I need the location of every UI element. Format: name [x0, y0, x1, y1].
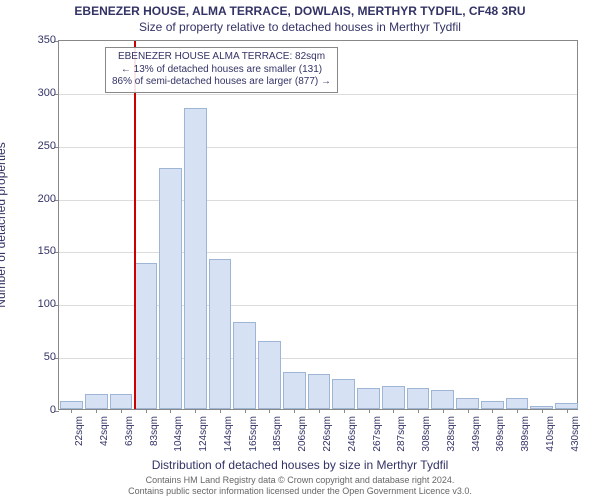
histogram-bar: [283, 372, 306, 409]
xtick-label: 124sqm: [198, 416, 209, 452]
histogram-bar: [134, 263, 157, 409]
histogram-bar: [506, 398, 529, 409]
title-line2: Size of property relative to detached ho…: [0, 18, 600, 34]
histogram-bar: [184, 108, 207, 409]
histogram-bar: [159, 168, 182, 409]
xtick-label: 63sqm: [124, 416, 135, 446]
xtick-label: 144sqm: [223, 416, 234, 452]
xtick-mark: [542, 409, 543, 413]
xtick-mark: [443, 409, 444, 413]
xtick-mark: [418, 409, 419, 413]
xtick-mark: [393, 409, 394, 413]
xtick-label: 349sqm: [471, 416, 482, 452]
xtick-label: 410sqm: [545, 416, 556, 452]
y-axis-label: Number of detached properties: [0, 142, 8, 307]
xtick-mark: [294, 409, 295, 413]
histogram-bar: [431, 390, 454, 409]
histogram-bar: [382, 386, 405, 409]
xtick-label: 226sqm: [322, 416, 333, 452]
ytick-label: 150: [16, 245, 56, 257]
xtick-mark: [170, 409, 171, 413]
xtick-label: 246sqm: [347, 416, 358, 452]
histogram-bar: [407, 388, 430, 409]
xtick-mark: [71, 409, 72, 413]
ytick-label: 300: [16, 87, 56, 99]
ytick-label: 350: [16, 34, 56, 46]
annotation-line3: 86% of semi-detached houses are larger (…: [112, 76, 331, 89]
xtick-mark: [121, 409, 122, 413]
annotation-line2: ← 13% of detached houses are smaller (13…: [112, 64, 331, 77]
xtick-mark: [567, 409, 568, 413]
histogram-bar: [308, 374, 331, 409]
annotation-line1: EBENEZER HOUSE ALMA TERRACE: 82sqm: [112, 51, 331, 64]
x-axis-label: Distribution of detached houses by size …: [0, 458, 600, 472]
histogram-bar: [233, 322, 256, 409]
footer-line2: Contains public sector information licen…: [0, 486, 600, 497]
xtick-mark: [344, 409, 345, 413]
xtick-label: 430sqm: [570, 416, 581, 452]
histogram-bar: [456, 398, 479, 409]
histogram-bar: [209, 259, 232, 409]
xtick-label: 369sqm: [495, 416, 506, 452]
footer-line1: Contains HM Land Registry data © Crown c…: [0, 475, 600, 486]
chart-plot-area: EBENEZER HOUSE ALMA TERRACE: 82sqm ← 13%…: [58, 40, 578, 410]
histogram-bar: [357, 388, 380, 409]
xtick-label: 22sqm: [74, 416, 85, 446]
xtick-mark: [245, 409, 246, 413]
footer-attribution: Contains HM Land Registry data © Crown c…: [0, 475, 600, 497]
gridline: [59, 147, 577, 148]
histogram-bar: [110, 394, 133, 409]
ytick-label: 50: [16, 351, 56, 363]
annotation-box: EBENEZER HOUSE ALMA TERRACE: 82sqm ← 13%…: [105, 47, 338, 93]
xtick-label: 287sqm: [396, 416, 407, 452]
highlight-line: [134, 41, 136, 409]
histogram-bar: [332, 379, 355, 409]
xtick-mark: [319, 409, 320, 413]
histogram-bar: [258, 341, 281, 409]
xtick-label: 83sqm: [149, 416, 160, 446]
ytick-label: 0: [16, 404, 56, 416]
xtick-label: 185sqm: [272, 416, 283, 452]
xtick-label: 267sqm: [372, 416, 383, 452]
ytick-label: 250: [16, 140, 56, 152]
xtick-mark: [96, 409, 97, 413]
xtick-mark: [468, 409, 469, 413]
xtick-mark: [517, 409, 518, 413]
xtick-label: 165sqm: [248, 416, 259, 452]
ytick-label: 100: [16, 298, 56, 310]
xtick-mark: [269, 409, 270, 413]
xtick-mark: [369, 409, 370, 413]
xtick-label: 308sqm: [421, 416, 432, 452]
xtick-label: 389sqm: [520, 416, 531, 452]
xtick-label: 328sqm: [446, 416, 457, 452]
title-line1: EBENEZER HOUSE, ALMA TERRACE, DOWLAIS, M…: [0, 0, 600, 18]
histogram-bar: [85, 394, 108, 409]
xtick-mark: [195, 409, 196, 413]
xtick-mark: [492, 409, 493, 413]
gridline: [59, 252, 577, 253]
gridline: [59, 94, 577, 95]
histogram-bar: [60, 401, 83, 409]
gridline: [59, 200, 577, 201]
xtick-label: 206sqm: [297, 416, 308, 452]
xtick-mark: [146, 409, 147, 413]
ytick-label: 200: [16, 193, 56, 205]
xtick-label: 104sqm: [173, 416, 184, 452]
xtick-label: 42sqm: [99, 416, 110, 446]
xtick-mark: [220, 409, 221, 413]
histogram-bar: [481, 401, 504, 409]
